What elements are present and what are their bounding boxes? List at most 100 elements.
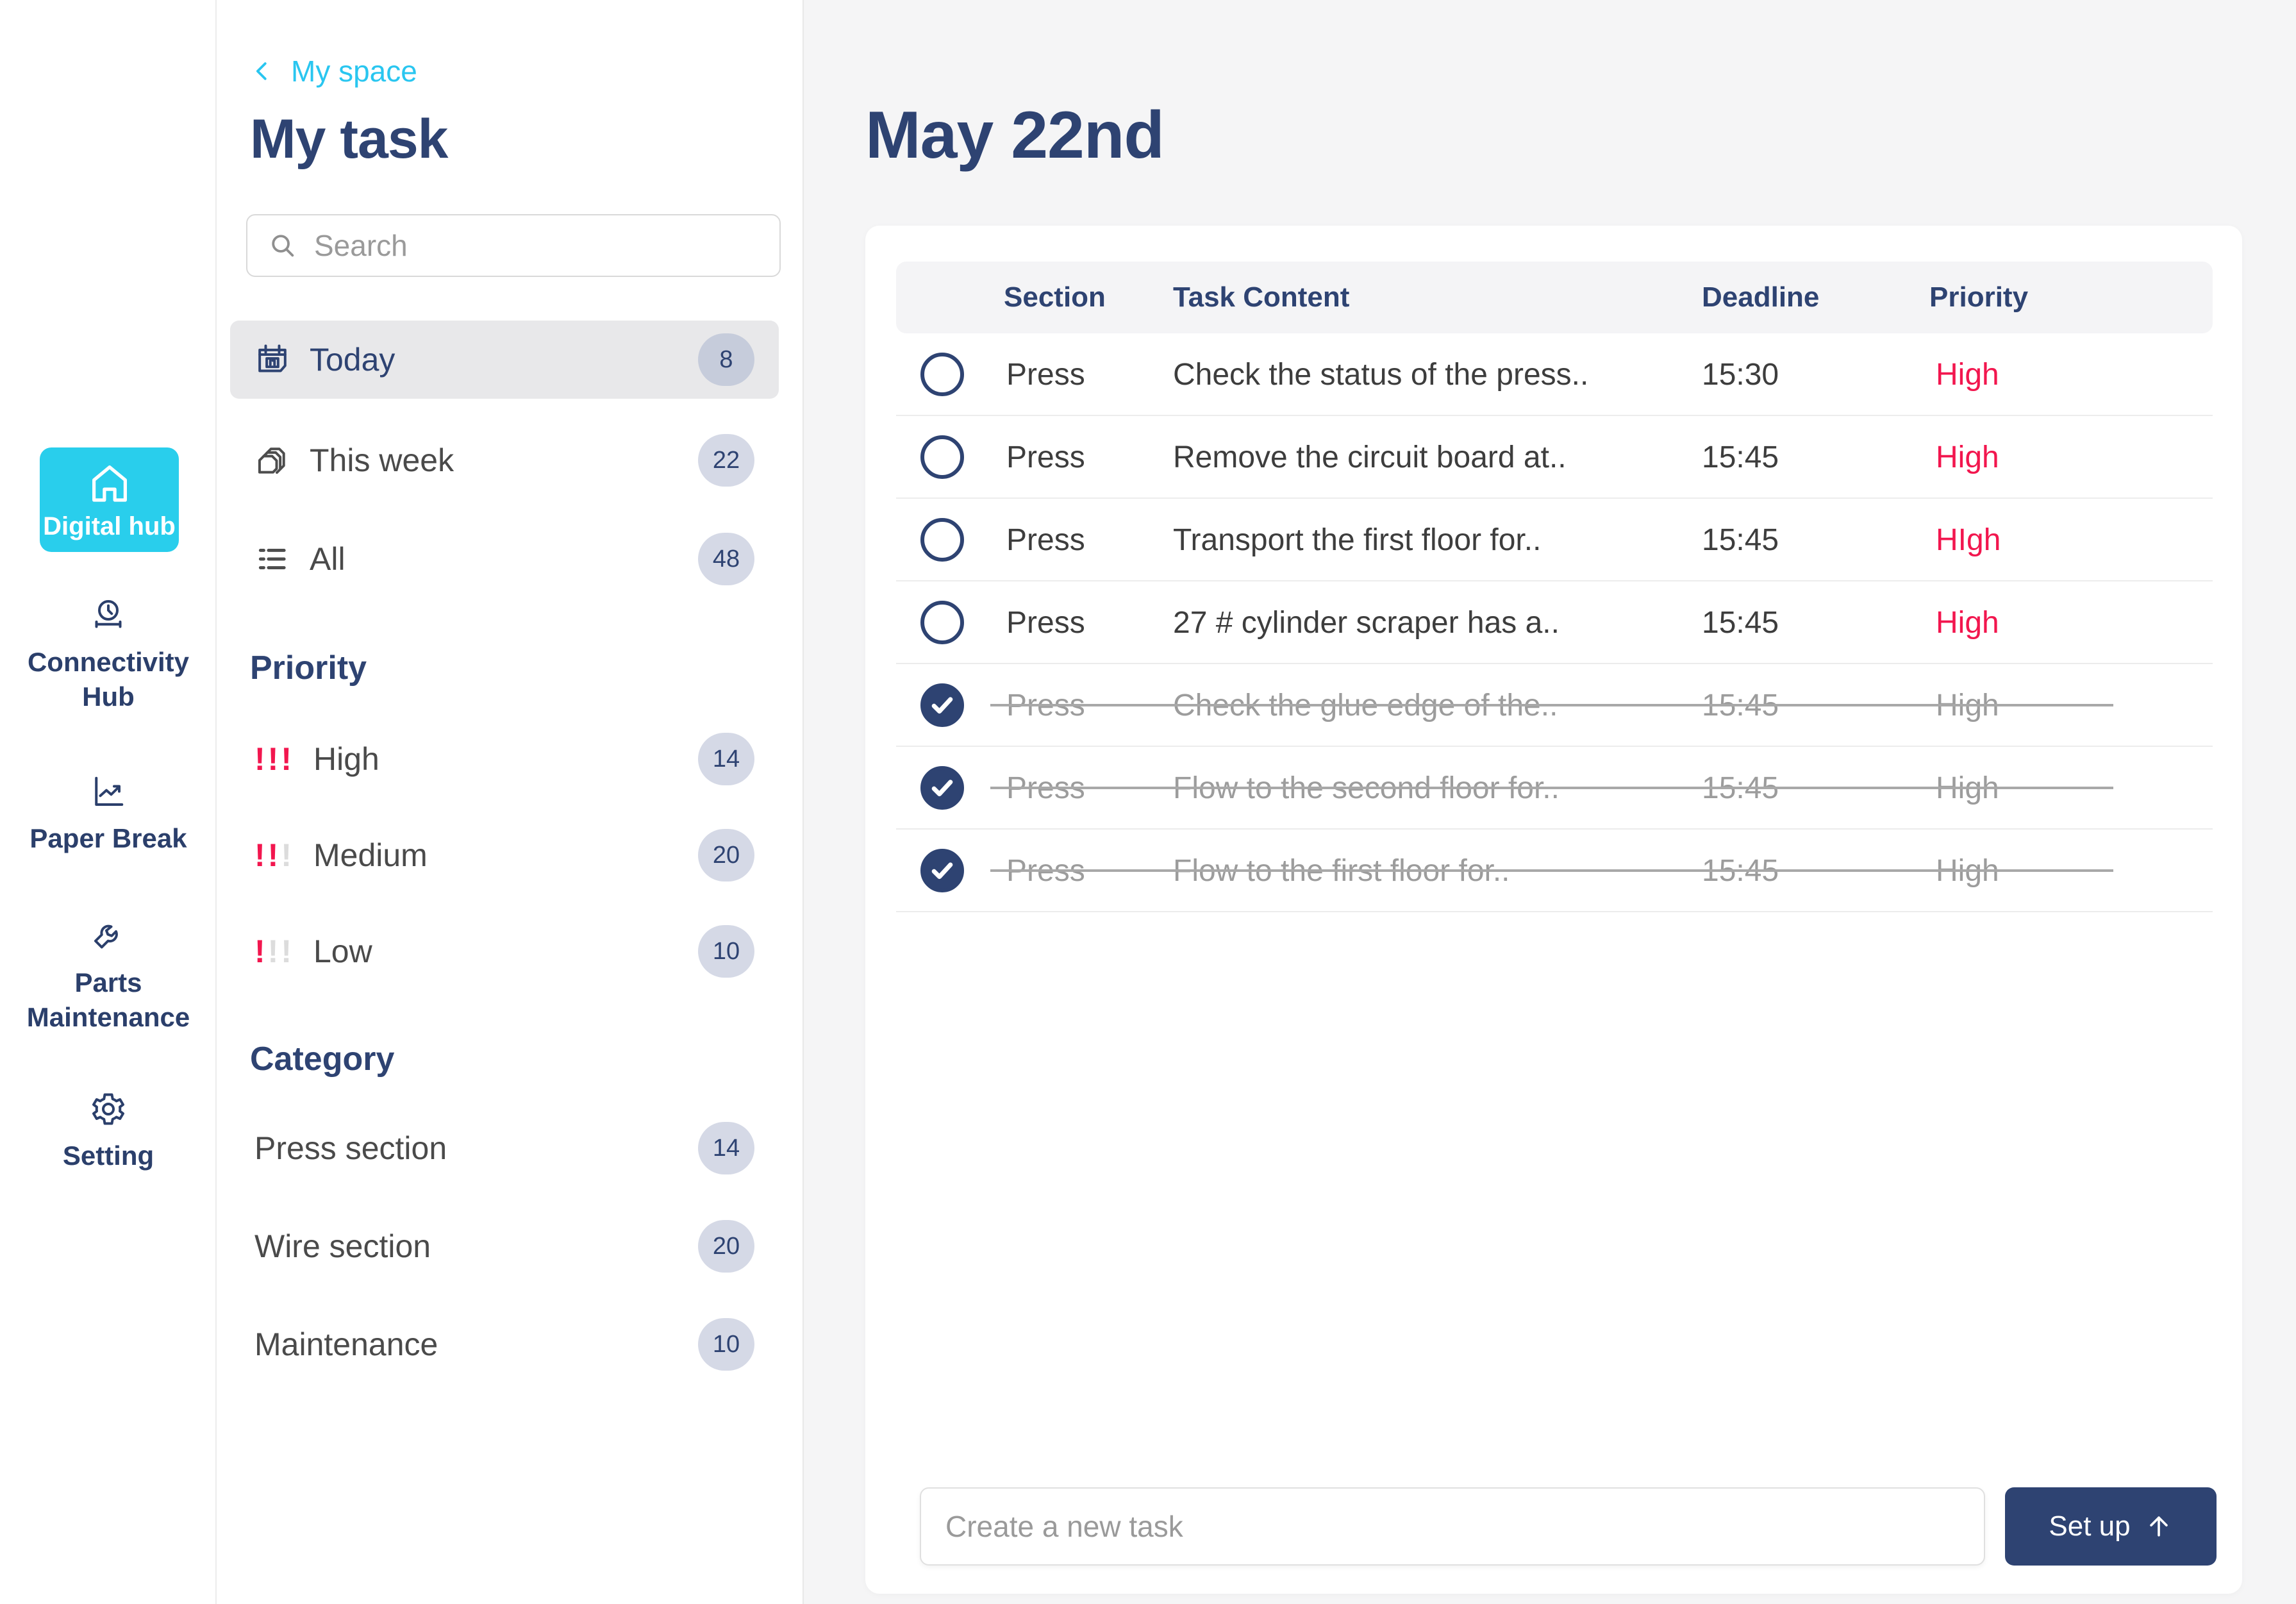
category-list: Press section 14 Wire section 20 Mainten… (230, 1121, 779, 1415)
task-checkbox[interactable] (920, 517, 964, 562)
sidebar-item-label: This week (310, 442, 454, 478)
gear-icon (89, 1090, 128, 1128)
task-row[interactable]: Press Check the glue edge of the.. 15:45… (896, 664, 2213, 747)
task-section-cell: Press (1006, 523, 1085, 557)
rail-item-connectivity-hub[interactable]: Connectivity Hub (0, 596, 217, 714)
check-icon (931, 779, 953, 796)
sidebar-item-label: High (313, 741, 379, 777)
exclamation-marks-icon (254, 837, 313, 874)
sidebar-item-this-week[interactable]: This week 22 (230, 427, 779, 494)
priority-list: High 14 Medium 20 Low 10 (230, 731, 779, 1019)
task-card: Section Task Content Deadline Priority P… (865, 226, 2242, 1594)
sidebar-item-all[interactable]: All 48 (230, 526, 779, 592)
column-header-priority: Priority (1929, 281, 2029, 313)
count-badge: 22 (698, 434, 754, 487)
count-badge: 20 (698, 1220, 754, 1273)
task-priority-cell: High (1936, 358, 1999, 392)
count-badge: 10 (698, 1318, 754, 1371)
task-row[interactable]: Press Transport the first floor for.. 15… (896, 499, 2213, 581)
task-row[interactable]: Press Flow to the second floor for.. 15:… (896, 747, 2213, 830)
check-icon (931, 696, 953, 714)
sidebar-item-label: Press section (254, 1130, 447, 1166)
search-input[interactable] (314, 228, 759, 263)
rail-item-paper-break[interactable]: Paper Break (0, 773, 217, 856)
rail-item-label: Connectivity Hub (27, 647, 190, 712)
wrench-icon (89, 917, 128, 955)
sidebar-item-label: All (310, 541, 345, 577)
task-priority-cell: High (1936, 440, 1999, 474)
rail-item-digital-hub[interactable]: Digital hub (40, 447, 179, 552)
count-badge: 20 (698, 829, 754, 881)
back-link-label: My space (291, 54, 417, 88)
task-checkbox[interactable] (920, 600, 964, 644)
back-link[interactable]: My space (250, 54, 417, 88)
task-content-cell: Transport the first floor for.. (1173, 523, 1542, 557)
task-row[interactable]: Press Check the status of the press.. 15… (896, 333, 2213, 416)
task-section-cell: Press (1006, 358, 1085, 392)
task-deadline-cell: 15:30 (1702, 358, 1779, 392)
count-badge: 14 (698, 733, 754, 785)
task-checkbox[interactable] (920, 765, 964, 810)
sidebar-item-label: Wire section (254, 1228, 431, 1264)
task-deadline-cell: 15:45 (1702, 440, 1779, 474)
exclamation-marks-icon (254, 740, 313, 778)
count-badge: 14 (698, 1122, 754, 1174)
rail-item-setting[interactable]: Setting (0, 1090, 217, 1173)
column-header-section: Section (1004, 281, 1106, 313)
task-checkbox[interactable] (920, 352, 964, 396)
task-section-cell: Press (1006, 440, 1085, 474)
clock-gauge-icon (89, 596, 128, 635)
left-rail: Digital hub Connectivity Hub Paper Break… (0, 0, 217, 1604)
sidebar: My space My task Today 8 This week (217, 0, 804, 1604)
strikethrough-line (990, 786, 2113, 789)
list-icon (254, 541, 290, 577)
sidebar-item-label: Medium (313, 837, 428, 873)
arrow-up-icon (2149, 1516, 2168, 1537)
strikethrough-line (990, 869, 2113, 872)
sidebar-item-maintenance[interactable]: Maintenance 10 (230, 1317, 779, 1372)
task-checkbox[interactable] (920, 435, 964, 479)
category-heading: Category (250, 1040, 395, 1078)
column-header-task-content: Task Content (1173, 281, 1350, 313)
sidebar-item-today[interactable]: Today 8 (230, 321, 779, 399)
task-row[interactable]: Press Flow to the first floor for.. 15:4… (896, 830, 2213, 912)
rail-item-label: Paper Break (29, 823, 187, 853)
set-up-button-label: Set up (2049, 1510, 2131, 1542)
task-row[interactable]: Press 27 # cylinder scraper has a.. 15:4… (896, 581, 2213, 664)
count-badge: 10 (698, 925, 754, 978)
strikethrough-line (990, 703, 2113, 706)
sidebar-item-press-section[interactable]: Press section 14 (230, 1121, 779, 1176)
priority-heading: Priority (250, 649, 367, 687)
new-task-input[interactable] (920, 1487, 1985, 1566)
set-up-button[interactable]: Set up (2005, 1487, 2217, 1566)
task-checkbox[interactable] (920, 683, 964, 727)
pages-icon (254, 442, 290, 478)
task-deadline-cell: 15:45 (1702, 523, 1779, 557)
page-title: My task (250, 108, 448, 170)
sidebar-item-priority-low[interactable]: Low 10 (230, 923, 779, 980)
task-row[interactable]: Press Remove the circuit board at.. 15:4… (896, 416, 2213, 499)
task-priority-cell: High (1936, 606, 1999, 640)
rail-item-label: Digital hub (43, 512, 176, 540)
table-header: Section Task Content Deadline Priority (896, 262, 2213, 333)
home-icon (85, 458, 135, 508)
date-title: May 22nd (865, 98, 1165, 172)
sidebar-item-priority-medium[interactable]: Medium 20 (230, 827, 779, 883)
sidebar-item-label: Today (310, 342, 395, 378)
task-checkbox[interactable] (920, 848, 964, 892)
rail-item-parts-maintenance[interactable]: Parts Maintenance (0, 917, 217, 1035)
search-box (246, 214, 781, 277)
sidebar-item-wire-section[interactable]: Wire section 20 (230, 1219, 779, 1274)
search-icon (272, 235, 294, 257)
rail-item-label: Parts Maintenance (26, 967, 190, 1032)
sidebar-item-priority-high[interactable]: High 14 (230, 731, 779, 787)
sidebar-item-label: Low (313, 933, 372, 969)
count-badge: 48 (698, 533, 754, 585)
check-icon (931, 862, 953, 879)
main-panel: May 22nd Section Task Content Deadline P… (804, 0, 2296, 1604)
column-header-deadline: Deadline (1702, 281, 1820, 313)
exclamation-marks-icon (254, 933, 313, 970)
calendar-icon (254, 342, 290, 378)
rail-item-label: Setting (62, 1140, 154, 1171)
